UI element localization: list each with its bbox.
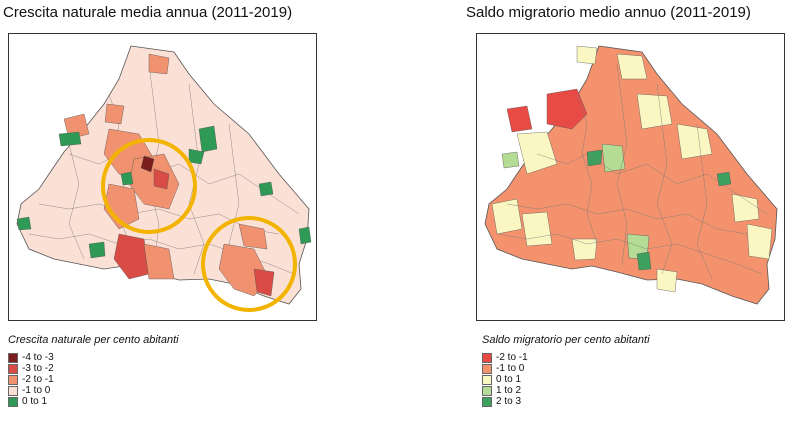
legend-item: -4 to -3 [8,352,179,363]
legend-swatch [8,374,18,385]
legend-item: -1 to 0 [482,363,650,374]
legend-item: 1 to 2 [482,385,650,396]
legend-item: -2 to -1 [8,374,179,385]
legend-label: -2 to -1 [496,352,528,363]
legend-label: 0 to 1 [22,396,48,407]
natural-growth-legend-title: Crescita naturale per cento abitanti [8,334,179,346]
natural-growth-municipalities [16,53,312,297]
legend-swatch [482,363,492,374]
legend-swatch [8,396,18,407]
legend-swatch [8,385,18,396]
migration-title: Saldo migratorio medio annuo (2011-2019) [466,4,751,21]
legend-label: -1 to 0 [496,363,525,374]
legend-label: -3 to -2 [22,363,54,374]
legend-swatch [8,363,18,374]
legend-item: -3 to -2 [8,363,179,374]
natural-growth-legend: Crescita naturale per cento abitanti -4 … [8,334,179,407]
legend-item: -2 to -1 [482,352,650,363]
legend-label: -1 to 0 [22,385,51,396]
legend-item: -1 to 0 [8,385,179,396]
legend-swatch [482,352,492,363]
legend-item: 2 to 3 [482,396,650,407]
legend-item: 0 to 1 [482,374,650,385]
legend-swatch [8,352,18,363]
migration-municipalities [491,45,773,293]
legend-swatch [482,385,492,396]
region-outline [484,45,778,305]
legend-label: -4 to -3 [22,352,54,363]
legend-swatch [482,374,492,385]
migration-map [476,33,785,321]
highlight-circle-central [101,138,197,234]
migration-map-svg [484,45,778,305]
natural-growth-title: Crescita naturale media annua (2011-2019… [3,4,293,21]
legend-label: 1 to 2 [496,385,522,396]
highlight-circle-southeast [201,216,297,312]
legend-label: 2 to 3 [496,396,522,407]
municipality-borders [496,63,768,280]
natural-growth-map-svg [16,45,312,312]
legend-swatch [482,396,492,407]
legend-item: 0 to 1 [8,396,179,407]
migration-legend: Saldo migratorio per cento abitanti -2 t… [482,334,650,407]
natural-growth-map [8,33,317,321]
legend-label: -2 to -1 [22,374,54,385]
legend-label: 0 to 1 [496,374,522,385]
migration-legend-title: Saldo migratorio per cento abitanti [482,334,650,346]
